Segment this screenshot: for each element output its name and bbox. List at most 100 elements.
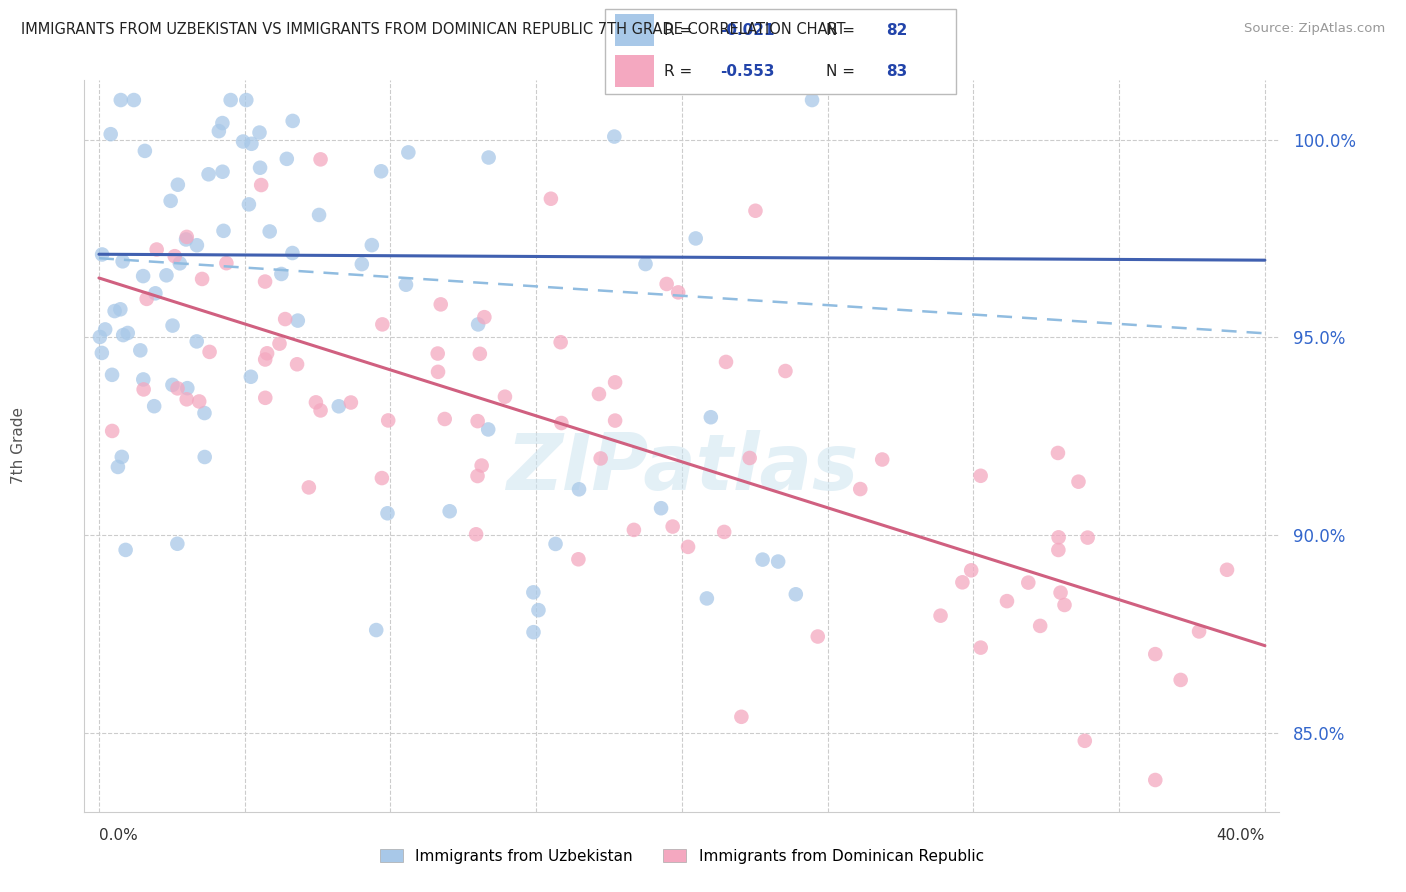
Point [238, 197, 260, 211]
Point [89, 330, 111, 344]
Point [370, 164, 392, 178]
Point [589, 451, 612, 466]
Point [661, 519, 683, 533]
Text: 0.0%: 0.0% [98, 828, 138, 843]
Point [995, 594, 1018, 608]
Point [112, 328, 135, 343]
Point [1049, 585, 1071, 599]
Point [134, 144, 156, 158]
Point [188, 394, 211, 409]
Point [544, 537, 567, 551]
Point [114, 542, 136, 557]
Point [588, 387, 610, 401]
Point [110, 93, 132, 107]
Point [186, 238, 208, 252]
Point [567, 552, 589, 566]
Point [111, 254, 134, 268]
Point [254, 391, 277, 405]
Point [176, 392, 198, 407]
Point [474, 310, 496, 325]
Point [366, 623, 388, 637]
FancyBboxPatch shape [605, 9, 956, 94]
Point [1047, 530, 1070, 544]
Point [849, 482, 872, 496]
Point [176, 381, 198, 395]
Point [550, 416, 572, 430]
Point [107, 459, 129, 474]
Text: -0.553: -0.553 [721, 64, 775, 79]
Point [395, 277, 418, 292]
Point [650, 501, 672, 516]
Point [1046, 446, 1069, 460]
Point [211, 116, 233, 130]
Point [155, 268, 177, 283]
Point [132, 269, 155, 284]
Point [467, 414, 489, 428]
Point [239, 369, 262, 384]
Point [211, 165, 233, 179]
Point [132, 383, 155, 397]
Text: -0.021: -0.021 [721, 23, 775, 38]
Point [145, 286, 167, 301]
Point [775, 364, 797, 378]
Point [111, 450, 134, 464]
Point [377, 413, 399, 427]
Point [785, 587, 807, 601]
Bar [616, 14, 654, 46]
Point [212, 224, 235, 238]
Point [426, 346, 449, 360]
Point [321, 813, 343, 827]
Point [655, 277, 678, 291]
Point [429, 297, 451, 311]
Point [194, 450, 217, 464]
Point [191, 272, 214, 286]
Point [198, 345, 221, 359]
Point [969, 468, 991, 483]
Text: ZIPatlas: ZIPatlas [506, 430, 858, 506]
Point [1029, 619, 1052, 633]
Point [477, 422, 499, 436]
Point [730, 710, 752, 724]
Point [328, 399, 350, 413]
Point [676, 540, 699, 554]
Point [1216, 563, 1239, 577]
Point [281, 246, 304, 260]
Point [970, 640, 993, 655]
Point [129, 343, 152, 358]
Point [623, 523, 645, 537]
Point [1144, 647, 1167, 661]
Text: R =: R = [665, 64, 697, 79]
Point [308, 208, 330, 222]
Point [666, 285, 689, 300]
Point [166, 537, 188, 551]
Point [235, 93, 257, 107]
Point [166, 178, 188, 192]
Point [281, 114, 304, 128]
Point [135, 292, 157, 306]
Text: 7th Grade: 7th Grade [11, 408, 27, 484]
Point [738, 450, 761, 465]
Text: R =: R = [665, 23, 697, 38]
Point [285, 357, 308, 371]
Point [240, 136, 263, 151]
Text: Source: ZipAtlas.com: Source: ZipAtlas.com [1244, 22, 1385, 36]
Text: 40.0%: 40.0% [1216, 828, 1265, 843]
Point [494, 390, 516, 404]
Point [603, 129, 626, 144]
Point [215, 256, 238, 270]
Point [287, 313, 309, 327]
Point [90, 346, 112, 360]
Point [122, 93, 145, 107]
Point [700, 410, 723, 425]
Point [714, 355, 737, 369]
Point [870, 452, 893, 467]
Point [696, 591, 718, 606]
Point [478, 151, 501, 165]
Point [371, 318, 394, 332]
Point [801, 93, 824, 107]
Point [298, 480, 321, 494]
Point [468, 347, 491, 361]
Point [254, 275, 277, 289]
Point [1053, 598, 1076, 612]
Point [1170, 673, 1192, 687]
